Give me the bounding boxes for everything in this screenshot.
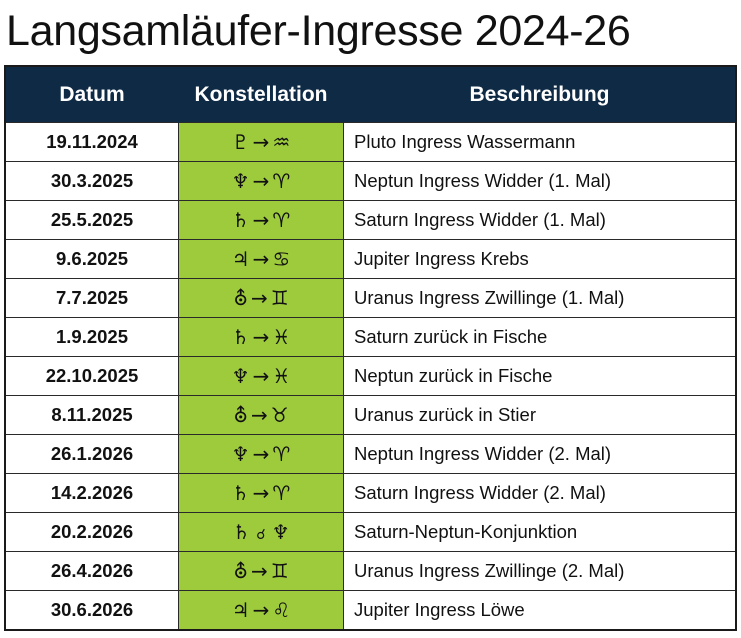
planet-icon: ⛢ bbox=[233, 559, 248, 583]
table-row: 20.2.2026 ♄ ☌ ♆ Saturn-Neptun-Konjunktion bbox=[4, 512, 737, 552]
sign-icon: ♉ bbox=[270, 403, 289, 427]
aspect-icon: → bbox=[252, 130, 270, 154]
table-row: 1.9.2025 ♄ → ♓ Saturn zurück in Fische bbox=[4, 317, 737, 357]
aspect-icon: → bbox=[250, 559, 268, 583]
date-cell: 9.6.2025 bbox=[4, 239, 179, 279]
sign-icon: ♓ bbox=[272, 364, 291, 388]
date-cell: 8.11.2025 bbox=[4, 395, 179, 435]
planet-icon: ⛢ bbox=[233, 286, 248, 310]
column-header-datum: Datum bbox=[4, 66, 179, 123]
date-cell: 26.4.2026 bbox=[4, 551, 179, 591]
aspect-icon: → bbox=[252, 364, 270, 388]
description-cell: Jupiter Ingress Krebs bbox=[343, 239, 737, 279]
aspect-icon: → bbox=[252, 598, 270, 622]
description-cell: Uranus Ingress Zwillinge (2. Mal) bbox=[343, 551, 737, 591]
sign-icon: ♈ bbox=[272, 208, 291, 232]
sign-icon: ♊ bbox=[270, 559, 289, 583]
description-cell: Saturn-Neptun-Konjunktion bbox=[343, 512, 737, 552]
sign-icon: ♊ bbox=[270, 286, 289, 310]
planet-icon: ♄ bbox=[232, 520, 251, 544]
description-cell: Uranus Ingress Zwillinge (1. Mal) bbox=[343, 278, 737, 318]
table-row: 30.3.2025 ♆ → ♈ Neptun Ingress Widder (1. Ma… bbox=[4, 161, 737, 201]
constellation-cell: ⛢ → ♊ bbox=[178, 278, 344, 318]
table-row: 26.4.2026 ⛢ → ♊ Uranus Ingress Zwillinge (2.… bbox=[4, 551, 737, 591]
constellation-cell: ♄ → ♈ bbox=[178, 200, 344, 240]
table-row: 9.6.2025 ♃ → ♋ Jupiter Ingress Krebs bbox=[4, 239, 737, 279]
date-cell: 7.7.2025 bbox=[4, 278, 179, 318]
planet-icon: ♄ bbox=[231, 208, 250, 232]
date-cell: 26.1.2026 bbox=[4, 434, 179, 474]
table-header-row: Datum Konstellation Beschreibung bbox=[4, 66, 737, 123]
planet-icon: ♇ bbox=[231, 130, 250, 154]
planet-icon: ♄ bbox=[231, 325, 250, 349]
sign-icon: ♆ bbox=[271, 520, 290, 544]
date-cell: 14.2.2026 bbox=[4, 473, 179, 513]
table-row: 8.11.2025 ⛢ → ♉ Uranus zurück in Stier bbox=[4, 395, 737, 435]
planet-icon: ♃ bbox=[231, 598, 250, 622]
date-cell: 30.6.2026 bbox=[4, 590, 179, 631]
table-row: 14.2.2026 ♄ → ♈ Saturn Ingress Widder (2. Ma… bbox=[4, 473, 737, 513]
sign-icon: ♈ bbox=[272, 169, 291, 193]
aspect-icon: → bbox=[252, 481, 270, 505]
date-cell: 25.5.2025 bbox=[4, 200, 179, 240]
description-cell: Neptun Ingress Widder (1. Mal) bbox=[343, 161, 737, 201]
aspect-icon: → bbox=[250, 286, 268, 310]
ingress-table: Datum Konstellation Beschreibung 19.11.2… bbox=[4, 65, 737, 631]
constellation-cell: ♆ → ♓ bbox=[178, 356, 344, 396]
constellation-cell: ♃ → ♋ bbox=[178, 239, 344, 279]
sign-icon: ♓ bbox=[272, 325, 291, 349]
constellation-cell: ♆ → ♈ bbox=[178, 434, 344, 474]
page-title: Langsamläufer-Ingresse 2024-26 bbox=[6, 7, 631, 55]
aspect-icon: ☌ bbox=[256, 527, 266, 543]
table-row: 25.5.2025 ♄ → ♈ Saturn Ingress Widder (1. Ma… bbox=[4, 200, 737, 240]
aspect-icon: → bbox=[252, 169, 270, 193]
date-cell: 20.2.2026 bbox=[4, 512, 179, 552]
constellation-cell: ♆ → ♈ bbox=[178, 161, 344, 201]
description-cell: Jupiter Ingress Löwe bbox=[343, 590, 737, 631]
sign-icon: ♈ bbox=[272, 481, 291, 505]
table-row: 26.1.2026 ♆ → ♈ Neptun Ingress Widder (2. Ma… bbox=[4, 434, 737, 474]
sign-icon: ♒ bbox=[272, 130, 291, 154]
description-cell: Neptun Ingress Widder (2. Mal) bbox=[343, 434, 737, 474]
constellation-cell: ♇ → ♒ bbox=[178, 122, 344, 162]
constellation-cell: ⛢ → ♊ bbox=[178, 551, 344, 591]
constellation-cell: ♄ → ♈ bbox=[178, 473, 344, 513]
planet-icon: ♆ bbox=[231, 442, 250, 466]
column-header-konstellation: Konstellation bbox=[178, 66, 344, 123]
planet-icon: ♄ bbox=[231, 481, 250, 505]
description-cell: Uranus zurück in Stier bbox=[343, 395, 737, 435]
aspect-icon: → bbox=[252, 208, 270, 232]
constellation-cell: ⛢ → ♉ bbox=[178, 395, 344, 435]
column-header-beschreibung: Beschreibung bbox=[343, 66, 737, 123]
table-row: 22.10.2025 ♆ → ♓ Neptun zurück in Fische bbox=[4, 356, 737, 396]
sign-icon: ♋ bbox=[272, 247, 291, 271]
planet-icon: ♃ bbox=[231, 247, 250, 271]
description-cell: Neptun zurück in Fische bbox=[343, 356, 737, 396]
constellation-cell: ♄ ☌ ♆ bbox=[178, 512, 344, 552]
description-cell: Saturn Ingress Widder (1. Mal) bbox=[343, 200, 737, 240]
table-row: 19.11.2024 ♇ → ♒ Pluto Ingress Wassermann bbox=[4, 122, 737, 162]
description-cell: Pluto Ingress Wassermann bbox=[343, 122, 737, 162]
planet-icon: ♆ bbox=[231, 364, 250, 388]
date-cell: 30.3.2025 bbox=[4, 161, 179, 201]
date-cell: 19.11.2024 bbox=[4, 122, 179, 162]
aspect-icon: → bbox=[250, 403, 268, 427]
aspect-icon: → bbox=[252, 442, 270, 466]
planet-icon: ⛢ bbox=[233, 403, 248, 427]
table-row: 30.6.2026 ♃ → ♌ Jupiter Ingress Löwe bbox=[4, 590, 737, 631]
constellation-cell: ♄ → ♓ bbox=[178, 317, 344, 357]
table-row: 7.7.2025 ⛢ → ♊ Uranus Ingress Zwillinge (1. … bbox=[4, 278, 737, 318]
date-cell: 22.10.2025 bbox=[4, 356, 179, 396]
sign-icon: ♈ bbox=[272, 442, 291, 466]
description-cell: Saturn zurück in Fische bbox=[343, 317, 737, 357]
description-cell: Saturn Ingress Widder (2. Mal) bbox=[343, 473, 737, 513]
date-cell: 1.9.2025 bbox=[4, 317, 179, 357]
aspect-icon: → bbox=[252, 325, 270, 349]
planet-icon: ♆ bbox=[231, 169, 250, 193]
aspect-icon: → bbox=[252, 247, 270, 271]
sign-icon: ♌ bbox=[272, 598, 291, 622]
constellation-cell: ♃ → ♌ bbox=[178, 590, 344, 631]
